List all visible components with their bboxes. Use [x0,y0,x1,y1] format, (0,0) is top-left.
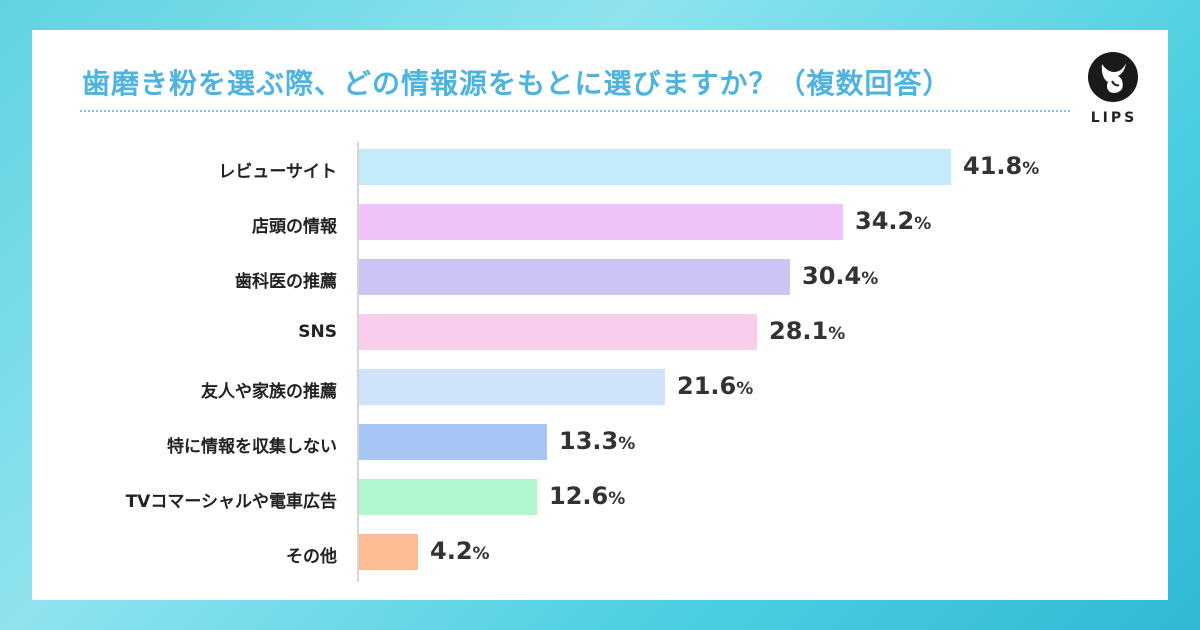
chart-card: 歯磨き粉を選ぶ際、どの情報源をもとに選びますか？（複数回答） LIPS レビュー… [32,30,1168,600]
lips-logo: LIPS [1084,52,1144,156]
bar [359,369,665,405]
category-label: 友人や家族の推薦 [201,382,337,402]
category-label: その他 [286,547,337,567]
category-label: TVコマーシャルや電車広告 [125,492,337,512]
bar [359,534,418,570]
y-axis-line [357,142,359,582]
bar [359,259,790,295]
data-label: 28.1% [769,317,846,345]
category-label: 特に情報を収集しない [167,437,337,457]
data-label: 41.8% [963,152,1040,180]
deer-icon [1101,63,1126,93]
bar [359,424,547,460]
bar [359,314,757,350]
category-label: 店頭の情報 [252,217,337,237]
data-label: 30.4% [802,262,879,290]
title-divider [80,110,1070,112]
data-label: 12.6% [549,482,626,510]
category-label: SNS [298,322,337,342]
bar [359,204,843,240]
category-label: 歯科医の推薦 [235,272,337,292]
category-label: レビューサイト [218,162,337,182]
data-label: 21.6% [677,372,754,400]
data-label: 34.2% [855,207,932,235]
chart-title: 歯磨き粉を選ぶ際、どの情報源をもとに選びますか？（複数回答） [82,67,952,100]
bar [359,479,537,515]
bar [359,149,951,185]
logo-mark [1088,52,1138,102]
data-label: 13.3% [559,427,636,455]
logo-text: LIPS [1090,110,1138,126]
data-label: 4.2% [430,537,490,565]
